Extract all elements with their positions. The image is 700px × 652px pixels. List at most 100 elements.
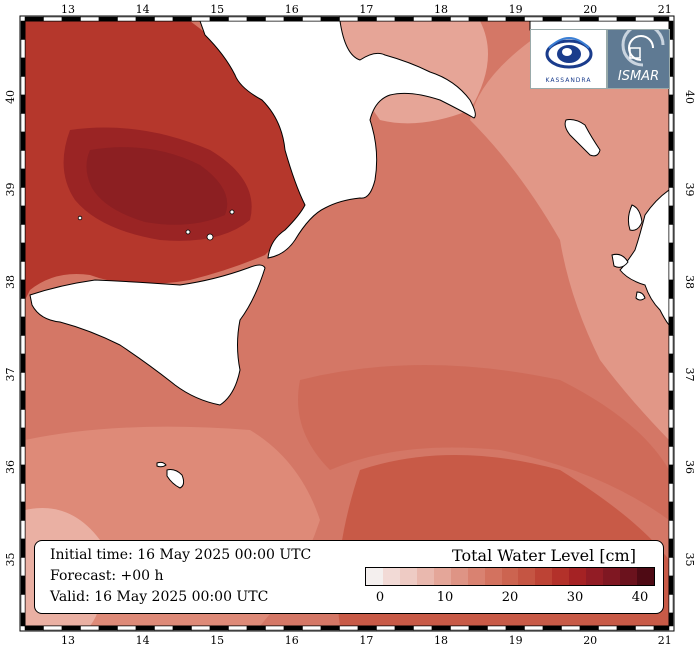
frame-stripe <box>653 16 670 22</box>
frame-stripe <box>468 16 488 22</box>
lat-tick-left-38: 38 <box>4 275 17 289</box>
lon-tick-bottom-16: 16 <box>285 634 299 647</box>
lon-tick-top-17: 17 <box>359 3 373 16</box>
sicily-island <box>29 264 266 406</box>
lon-ticks-bottom: 13 14 15 16 17 18 19 20 21 <box>61 634 672 647</box>
lon-tick-bottom-20: 20 <box>583 634 597 647</box>
frame-stripe <box>20 353 26 373</box>
light-zone-east <box>470 21 669 440</box>
frame-stripe <box>668 316 674 336</box>
kassandra-logo: KASSANDRA <box>530 29 607 89</box>
frame-stripe <box>283 625 303 631</box>
frame-stripe <box>20 372 26 392</box>
lat-tick-left-39: 39 <box>4 183 17 197</box>
colorbar-swatch <box>416 568 434 585</box>
frame-stripe <box>579 16 599 22</box>
frame-stripe <box>191 16 211 22</box>
frame-stripe <box>209 625 229 631</box>
frame-stripe <box>668 261 674 281</box>
frame-stripe <box>20 150 26 170</box>
mid-zone-south <box>298 365 669 520</box>
frame-stripe <box>413 625 433 631</box>
frame-stripe <box>668 557 674 577</box>
colorbar-swatch <box>586 568 604 585</box>
frame-stripe <box>668 520 674 540</box>
lon-tick-top-21: 21 <box>658 3 672 16</box>
frame-stripe <box>668 594 674 614</box>
frame-stripe <box>505 16 525 22</box>
frame-stripe <box>668 409 674 429</box>
frame-stripe <box>668 298 674 318</box>
lon-tick-bottom-15: 15 <box>210 634 224 647</box>
frame-stripe <box>668 538 674 558</box>
colorbar-swatch <box>467 568 485 585</box>
outer-frame <box>19 15 675 632</box>
lon-tick-top-15: 15 <box>210 3 224 16</box>
frame-stripe <box>561 625 581 631</box>
frame-stripe <box>668 113 674 133</box>
frame-stripe <box>172 16 192 22</box>
gozo-island <box>156 461 167 468</box>
frame-stripe <box>616 16 636 22</box>
frame-stripe <box>24 16 44 22</box>
frame-stripe <box>413 16 433 22</box>
frame-stripe <box>431 625 451 631</box>
frame-stripe <box>246 16 266 22</box>
frame-stripe <box>668 464 674 484</box>
lat-tick-left-35: 35 <box>4 553 17 567</box>
lat-ticks-left: 40 39 38 37 36 35 <box>4 90 17 567</box>
frame-stripe <box>668 353 674 373</box>
frame-stripe <box>302 625 322 631</box>
lon-tick-top-19: 19 <box>509 3 523 16</box>
frame-stripe <box>20 316 26 336</box>
frame-stripe <box>668 150 674 170</box>
frame-stripe <box>20 39 26 59</box>
frame-stripe <box>668 446 674 466</box>
frame-stripe <box>668 94 674 114</box>
lon-tick-bottom-14: 14 <box>136 634 150 647</box>
colorbar-swatch <box>501 568 519 585</box>
frame-stripe <box>61 625 81 631</box>
frame-stripe <box>339 625 359 631</box>
frame-stripe <box>154 16 174 22</box>
frame-stripe <box>172 625 192 631</box>
frame-stripe <box>20 242 26 262</box>
frame-stripe <box>209 16 229 22</box>
malta-island <box>166 469 185 489</box>
frame-stripe <box>487 625 507 631</box>
lat-tick-left-40: 40 <box>4 90 17 104</box>
lat-tick-right-40: 40 <box>683 90 696 104</box>
frame-stripe <box>135 16 155 22</box>
frame-stripe <box>542 16 562 22</box>
frame-stripe <box>20 557 26 577</box>
frame-stripe <box>265 625 285 631</box>
frame-stripe <box>20 298 26 318</box>
frame-stripe <box>668 168 674 188</box>
frame-stripe <box>668 187 674 207</box>
info-legend-box: Initial time: 16 May 2025 00:00 UTC Fore… <box>34 540 664 614</box>
lat-ticks-right: 40 39 38 37 36 35 <box>683 90 696 567</box>
lat-tick-left-37: 37 <box>4 368 17 382</box>
frame-stripe <box>394 16 414 22</box>
kassandra-logo-text: KASSANDRA <box>545 77 592 84</box>
frame-stripe <box>20 594 26 614</box>
frame-stripe <box>117 625 137 631</box>
initial-time-text: Initial time: 16 May 2025 00:00 UTC <box>50 547 312 563</box>
colorbar-swatch <box>552 568 570 585</box>
lat-tick-right-36: 36 <box>683 460 696 474</box>
frame-stripe <box>98 625 118 631</box>
spiral-logo-icon <box>621 30 665 67</box>
frame-stripe <box>20 20 26 40</box>
lon-tick-top-13: 13 <box>61 3 75 16</box>
zakynthos-island <box>611 253 629 268</box>
aeolian-island-2 <box>185 229 191 235</box>
frame-stripe <box>20 409 26 429</box>
frame-stripe <box>505 625 525 631</box>
legend-title: Total Water Level [cm] <box>452 546 636 565</box>
colorbar-swatch <box>366 568 383 585</box>
tyrrhenian-inner <box>86 147 228 225</box>
lon-tick-bottom-21: 21 <box>658 634 672 647</box>
frame-stripe <box>668 279 674 299</box>
frame-stripe <box>61 16 81 22</box>
